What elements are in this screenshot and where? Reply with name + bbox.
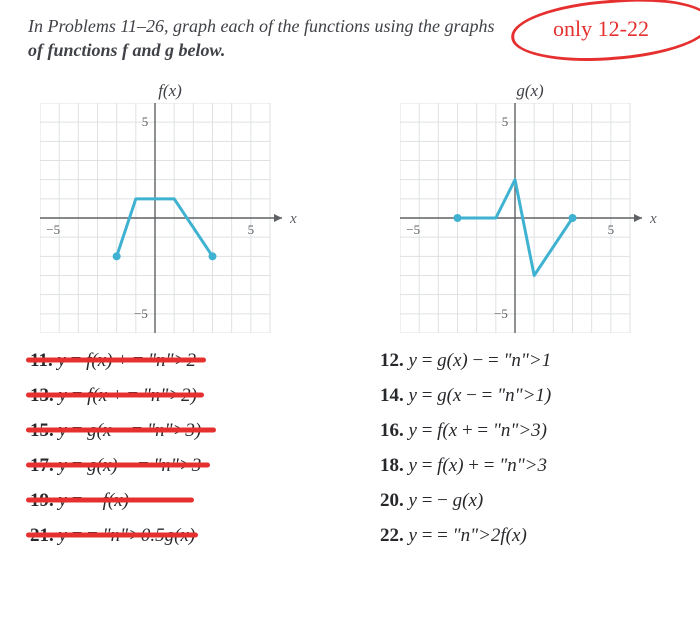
annotation-text: only 12-22 bbox=[553, 16, 649, 42]
svg-text:5: 5 bbox=[608, 222, 615, 237]
problem-item: 14. y = g(x − = "n">1) bbox=[380, 384, 670, 408]
svg-text:−5: −5 bbox=[406, 222, 420, 237]
problem-item: 11. y = f(x) + = "n">2 bbox=[30, 349, 320, 373]
problem-number: 16. bbox=[380, 420, 409, 441]
problem-equation: y = g(x − = "n">1) bbox=[409, 385, 552, 406]
problem-item: 19. y = − f(x) bbox=[30, 489, 320, 513]
problems-right-column: 12. y = g(x) − = "n">114. y = g(x − = "n… bbox=[380, 349, 670, 548]
graph-g-title: g(x) bbox=[516, 81, 543, 101]
svg-text:x: x bbox=[649, 211, 657, 227]
problem-number: 14. bbox=[380, 385, 409, 406]
svg-text:5: 5 bbox=[248, 222, 255, 237]
problem-item: 13. y = f(x + = "n">2) bbox=[30, 384, 320, 408]
strike-mark bbox=[26, 428, 216, 433]
problem-equation: y = − g(x) bbox=[409, 490, 484, 511]
problem-number: 20. bbox=[380, 490, 409, 511]
graph-g-block: g(x) −5 5 5 −5 x bbox=[400, 81, 660, 333]
svg-text:−5: −5 bbox=[46, 222, 60, 237]
handwritten-annotation: only 12-22 bbox=[511, 0, 700, 65]
problem-equation: y = = "n">2f(x) bbox=[409, 525, 527, 546]
strike-mark bbox=[26, 533, 198, 538]
problems-left-column: 11. y = f(x) + = "n">2 13. y = f(x + = "n… bbox=[30, 349, 320, 548]
problem-number: 22. bbox=[380, 525, 409, 546]
problem-item: 20. y = − g(x) bbox=[380, 489, 670, 513]
graph-g: −5 5 5 −5 x bbox=[400, 103, 660, 333]
problem-equation: y = g(x) − = "n">1 bbox=[409, 350, 552, 371]
graph-f-block: f(x) −5 5 5 −5 x bbox=[40, 81, 300, 333]
problem-number: 18. bbox=[380, 455, 409, 476]
svg-text:−5: −5 bbox=[494, 305, 508, 320]
svg-text:x: x bbox=[289, 211, 297, 227]
problem-item: 17. y = g(x) − = "n">3 bbox=[30, 454, 320, 478]
problem-item: 16. y = f(x + = "n">3) bbox=[380, 419, 670, 443]
problem-item: 22. y = = "n">2f(x) bbox=[380, 524, 670, 548]
graph-f-title: f(x) bbox=[158, 81, 182, 101]
graphs-row: f(x) −5 5 5 −5 x g(x) −5 5 5 −5 x bbox=[0, 71, 700, 343]
problem-item: 15. y = g(x − = "n">3) bbox=[30, 419, 320, 443]
problem-number: 12. bbox=[380, 350, 409, 371]
strike-mark bbox=[26, 498, 194, 503]
strike-mark bbox=[26, 463, 210, 468]
problem-equation: y = f(x + = "n">3) bbox=[409, 420, 548, 441]
problem-item: 18. y = f(x) + = "n">3 bbox=[380, 454, 670, 478]
strike-mark bbox=[26, 393, 204, 398]
problem-item: 21. y = = "n">0.5g(x) bbox=[30, 524, 320, 548]
strike-mark bbox=[26, 358, 206, 363]
problem-item: 12. y = g(x) − = "n">1 bbox=[380, 349, 670, 373]
svg-text:−5: −5 bbox=[134, 305, 148, 320]
problem-equation: y = f(x) + = "n">3 bbox=[409, 455, 548, 476]
problems-container: 11. y = f(x) + = "n">2 13. y = f(x + = "n… bbox=[0, 343, 700, 548]
svg-text:5: 5 bbox=[502, 114, 509, 129]
svg-text:5: 5 bbox=[142, 114, 149, 129]
graph-f: −5 5 5 −5 x bbox=[40, 103, 300, 333]
